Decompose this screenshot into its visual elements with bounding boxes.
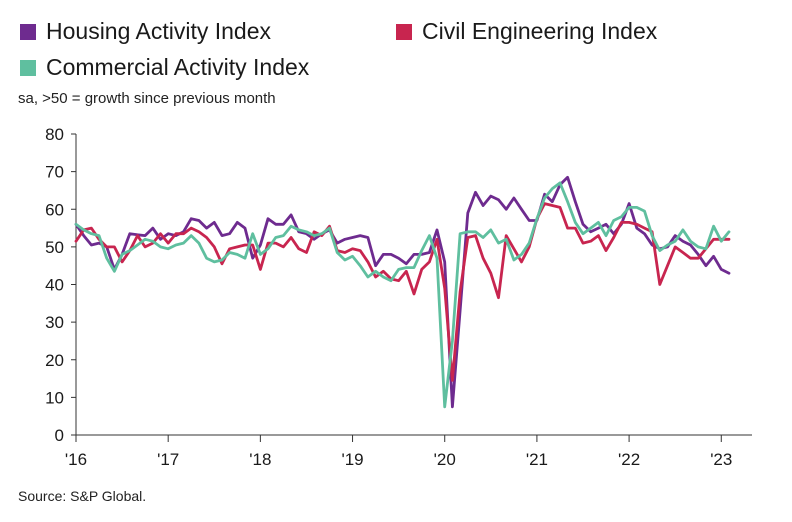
y-tick-label: 80 <box>45 125 64 144</box>
x-tick-label: '17 <box>157 450 179 469</box>
legend: Housing Activity Index Civil Engineering… <box>20 18 780 88</box>
y-tick-label: 10 <box>45 388 64 407</box>
legend-item-commercial: Commercial Activity Index <box>20 54 309 81</box>
series-line-commercial <box>74 181 731 409</box>
legend-label-civil: Civil Engineering Index <box>422 18 658 44</box>
housing-swatch <box>20 23 36 40</box>
y-tick-label: 0 <box>55 426 64 445</box>
y-tick-label: 60 <box>45 200 64 219</box>
legend-label-commercial: Commercial Activity Index <box>46 54 310 80</box>
x-tick-label: '20 <box>434 450 456 469</box>
series-line-civil <box>74 202 731 382</box>
civil-swatch <box>396 23 412 40</box>
x-tick-label: '23 <box>710 450 732 469</box>
y-tick-label: 30 <box>45 313 64 332</box>
y-tick-label: 70 <box>45 163 64 182</box>
y-tick-label: 20 <box>45 351 64 370</box>
chart-subtitle: sa, >50 = growth since previous month <box>18 90 276 107</box>
y-tick-label: 50 <box>45 238 64 257</box>
legend-item-civil: Civil Engineering Index <box>396 18 657 45</box>
y-tick-label: 40 <box>45 276 64 295</box>
x-tick-label: '16 <box>65 450 87 469</box>
x-tick-label: '21 <box>526 450 548 469</box>
commercial-swatch <box>20 59 36 76</box>
source-note: Source: S&P Global. <box>18 488 147 504</box>
series-line-housing <box>74 175 731 409</box>
x-tick-label: '18 <box>249 450 271 469</box>
legend-item-housing: Housing Activity Index <box>20 18 271 45</box>
x-tick-label: '22 <box>618 450 640 469</box>
legend-label-housing: Housing Activity Index <box>46 18 272 44</box>
x-tick-label: '19 <box>341 450 363 469</box>
